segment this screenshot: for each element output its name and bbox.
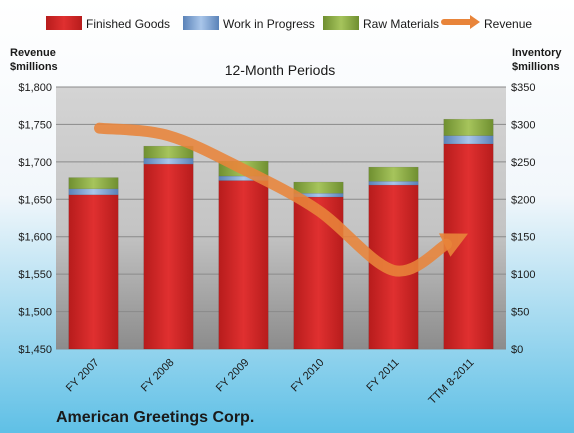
legend-swatch-finished-goods	[46, 16, 82, 30]
left-tick-label: $1,600	[18, 232, 52, 244]
legend-label-revenue: Revenue	[484, 17, 532, 31]
bar-raw-materials-fy-2010	[293, 181, 344, 194]
left-tick-label: $1,750	[18, 119, 52, 131]
revenue-arrowhead	[438, 233, 469, 257]
right-tick-label: $350	[511, 82, 535, 94]
right-tick-label: $200	[511, 194, 535, 206]
legend-swatch-work-in-progress	[183, 16, 219, 30]
right-tick-label: $150	[511, 232, 535, 244]
left-tick-label: $1,700	[18, 157, 52, 169]
left-tick-label: $1,450	[18, 344, 52, 356]
company-name: American Greetings Corp.	[56, 409, 254, 426]
left-axis-title-line2: $millions	[10, 61, 58, 73]
left-tick-label: $1,650	[18, 194, 52, 206]
left-tick-label: $1,500	[18, 307, 52, 319]
grid-lines	[56, 86, 506, 350]
bar-finished-goods-fy-2009	[218, 180, 269, 350]
bar-work-in-progress-fy-2011	[368, 181, 419, 186]
bar-work-in-progress-fy-2008	[143, 157, 194, 165]
legend-label-raw-materials: Raw Materials	[363, 17, 439, 31]
bar-work-in-progress-ttm-8-2011	[443, 135, 494, 145]
revenue-line-layer	[94, 122, 469, 277]
right-tick-label: $100	[511, 269, 535, 281]
right-tick-label: $50	[511, 307, 529, 319]
bar-raw-materials-fy-2011	[368, 166, 419, 182]
bar-layer	[68, 118, 494, 350]
bar-finished-goods-fy-2007	[68, 194, 119, 350]
legend-label-work-in-progress: Work in Progress	[223, 17, 315, 31]
bar-finished-goods-fy-2008	[143, 163, 194, 350]
legend-arrow-icon	[470, 15, 480, 29]
left-axis-title-line1: Revenue	[10, 47, 56, 59]
legend-label-finished-goods: Finished Goods	[86, 17, 170, 31]
left-tick-label: $1,550	[18, 269, 52, 281]
right-tick-label: $250	[511, 157, 535, 169]
legend: Finished Goods Work in Progress Raw Mate…	[46, 15, 532, 31]
left-axis-ticks: $1,450 $1,500 $1,550 $1,600 $1,650 $1,700 $1,7…	[18, 82, 52, 356]
legend-swatch-raw-materials	[323, 16, 359, 30]
right-tick-label: $300	[511, 119, 535, 131]
right-axis-title-line2: $millions	[512, 61, 560, 73]
bar-raw-materials-fy-2007	[68, 177, 119, 190]
right-tick-label: $0	[511, 344, 523, 356]
revenue-line	[94, 122, 452, 277]
right-axis-ticks: $0 $50 $100 $150 $200 $250 $300 $350	[511, 82, 535, 356]
left-tick-label: $1,800	[18, 82, 52, 94]
bar-work-in-progress-fy-2007	[68, 188, 119, 196]
bar-raw-materials-ttm-8-2011	[443, 118, 494, 136]
bar-raw-materials-fy-2008	[143, 145, 194, 159]
right-axis-title-line1: Inventory	[512, 47, 562, 59]
chart-title: 12-Month Periods	[225, 62, 336, 78]
